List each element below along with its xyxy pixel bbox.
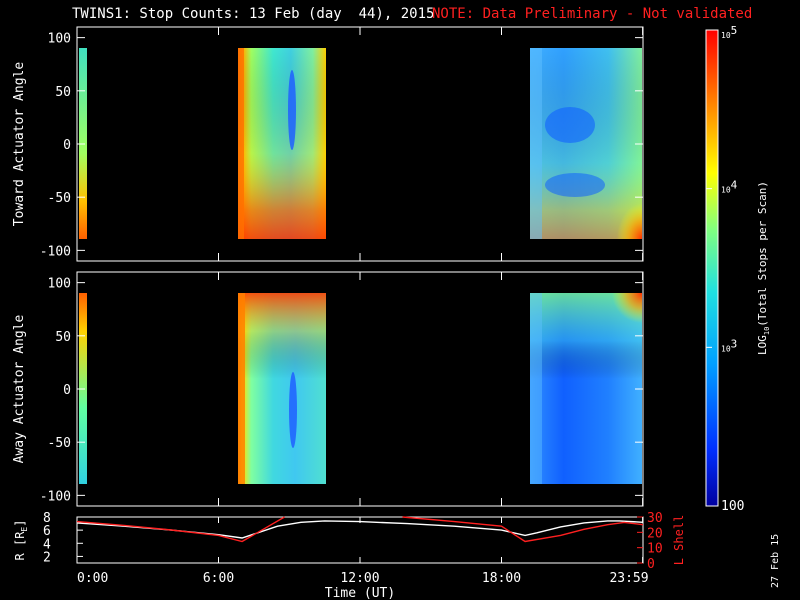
- toward-ytick-label: -50: [48, 191, 71, 206]
- chart-title: TWINS1: Stop Counts: 13 Feb (day 44), 20…: [72, 6, 435, 22]
- toward-ticks: 100 50 0 -50 -100: [40, 27, 644, 261]
- away-panel: 100 50 0 -50 -100 Away Actuator Angle: [12, 271, 644, 507]
- preliminary-note: NOTE: Data Preliminary - Not validated: [432, 6, 753, 22]
- away-heatmap: [79, 293, 642, 484]
- away-ylabel: Away Actuator Angle: [12, 314, 27, 463]
- toward-ytick-label: 100: [48, 32, 71, 47]
- away-ytick-label: 50: [55, 330, 71, 345]
- orbit-ytick-left-label: 2: [43, 550, 51, 565]
- toward-heatmap: [79, 48, 642, 239]
- orbit-line-l-shell: [76, 516, 285, 543]
- orbit-frame: [76, 516, 644, 564]
- toward-block-3-minimum-b: [545, 173, 605, 197]
- orbit-ytick-left-label: 8: [43, 511, 51, 526]
- orbit-ylabel-left: R [RE]: [13, 520, 29, 561]
- toward-panel: 100 50 0 -50 -100 Toward Actuator Angle: [12, 26, 644, 262]
- orbit-xtick-label: 6:00: [203, 571, 234, 586]
- toward-ytick-label: 0: [63, 138, 71, 153]
- toward-ytick-label: -100: [40, 244, 71, 259]
- orbit-xtick-label: 18:00: [482, 571, 521, 586]
- toward-ytick-label: 50: [55, 85, 71, 100]
- colorbar-tick-label: 104: [721, 179, 738, 195]
- orbit-xtick-label: 0:00: [77, 571, 108, 586]
- away-ytick-label: 100: [48, 277, 71, 292]
- away-ticks: 100 50 0 -50 -100: [40, 272, 644, 506]
- colorbar-tick-label: 103: [721, 337, 737, 353]
- away-block-3-corner: [592, 293, 642, 343]
- orbit-xlabel: Time (UT): [325, 586, 395, 600]
- toward-ylabel: Toward Actuator Angle: [12, 62, 27, 227]
- colorbar-tick-label: 105: [721, 24, 737, 40]
- orbit-ytick-right-label: 20: [647, 526, 663, 541]
- orbit-xtick-label: 12:00: [340, 571, 379, 586]
- colorbar-gradient: [706, 30, 718, 506]
- colorbar: 105 104 103 100 LOG10(Total Stops per Scan): [705, 24, 771, 514]
- toward-block-3-corner: [600, 180, 642, 239]
- toward-block-2-shade: [238, 48, 326, 239]
- orbit-xtick-label: 23:59: [609, 571, 648, 586]
- away-ytick-label: -50: [48, 436, 71, 451]
- toward-block-2-minimum: [288, 70, 296, 150]
- orbit-ytick-left-label: 6: [43, 524, 51, 539]
- away-block-2-shade: [238, 293, 326, 484]
- away-block-2-minimum: [289, 372, 297, 448]
- toward-block-3-minimum-a: [545, 107, 595, 143]
- away-block-3-edge: [530, 293, 542, 484]
- colorbar-tick-label: 100: [721, 499, 744, 514]
- colorbar-ticks: 105 104 103 100: [706, 24, 744, 514]
- toward-block-3-edge: [530, 48, 542, 239]
- orbit-line-r: [76, 520, 644, 539]
- orbit-lines: [76, 516, 644, 543]
- orbit-ytick-right-label: 10: [647, 542, 663, 557]
- orbit-ylabel-right: L Shell: [672, 515, 686, 566]
- colorbar-label: LOG10(Total Stops per Scan): [756, 181, 771, 355]
- away-ytick-label: -100: [40, 489, 71, 504]
- orbit-ytick-left-label: 4: [43, 537, 51, 552]
- orbit-ytick-right-label: 0: [647, 557, 655, 572]
- away-block-2-edge: [238, 293, 245, 484]
- orbit-line-l-shell: [402, 516, 644, 543]
- orbit-ytick-right-label: 30: [647, 511, 663, 526]
- toward-block-2-edge: [238, 48, 244, 239]
- away-ytick-label: 0: [63, 383, 71, 398]
